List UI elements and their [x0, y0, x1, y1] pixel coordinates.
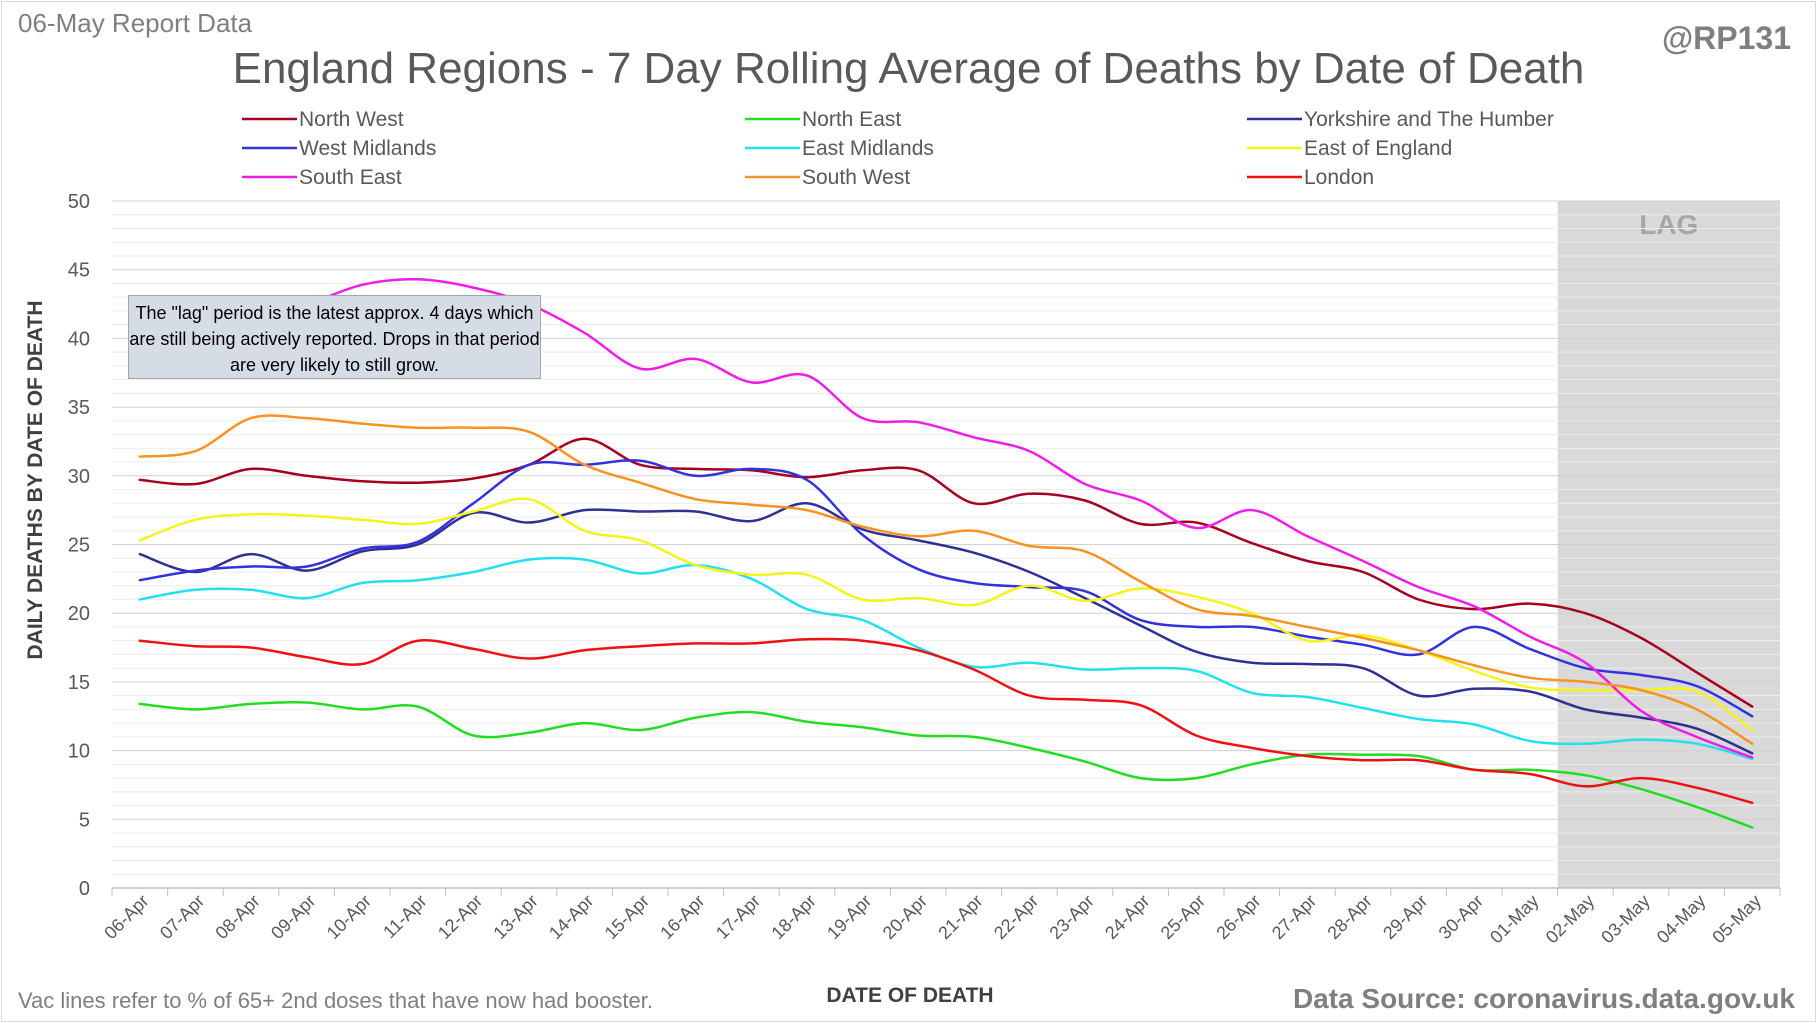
- legend-label-london: London: [1304, 166, 1374, 189]
- y-tick-label: 25: [68, 535, 90, 557]
- x-tick-label: 15-Apr: [601, 891, 653, 943]
- legend-label-south-east: South East: [299, 166, 402, 189]
- x-tick-label: 22-Apr: [990, 891, 1042, 943]
- y-tick-label: 15: [68, 672, 90, 694]
- author-handle: @RP131: [1661, 20, 1791, 56]
- x-tick-label: 17-Apr: [712, 891, 764, 943]
- y-axis-label: DAILY DEATHS BY DATE OF DEATH: [24, 301, 47, 660]
- data-source: Data Source: coronavirus.data.gov.uk: [1292, 983, 1795, 1014]
- y-tick-label: 35: [68, 397, 90, 419]
- report-label: 06-May Report Data: [18, 8, 253, 38]
- lag-annotation-box: The "lag" period is the latest approx. 4…: [128, 295, 541, 379]
- series-line-west-midlands: [138, 459, 1754, 718]
- x-tick-label: 20-Apr: [879, 891, 931, 943]
- y-tick-label: 50: [68, 191, 90, 213]
- series-line-yorkshire-and-the-humber: [138, 502, 1754, 755]
- x-tick-label: 06-Apr: [100, 891, 152, 943]
- chart-title: England Regions - 7 Day Rolling Average …: [232, 44, 1585, 93]
- x-tick-label: 16-Apr: [656, 891, 708, 943]
- y-tick-label: 45: [68, 260, 90, 282]
- x-tick-label: 03-May: [1597, 891, 1654, 948]
- x-tick-label: 18-Apr: [767, 891, 819, 943]
- x-axis-label: DATE OF DEATH: [826, 984, 993, 1007]
- legend-label-north-west: North West: [299, 108, 404, 131]
- legend-label-yorkshire-and-the-humber: Yorkshire and The Humber: [1304, 108, 1554, 131]
- series-line-london: [138, 637, 1754, 805]
- series-line-south-west: [138, 414, 1754, 745]
- x-tick-label: 12-Apr: [434, 891, 486, 943]
- x-tick-label: 01-May: [1486, 891, 1543, 948]
- x-tick-label: 25-Apr: [1157, 891, 1209, 943]
- vaccine-note: Vac lines refer to % of 65+ 2nd doses th…: [18, 988, 653, 1013]
- legend-label-east-midlands: East Midlands: [802, 137, 934, 160]
- series-line-north-west: [138, 437, 1754, 708]
- y-tick-label: 0: [79, 878, 90, 900]
- x-tick-label: 05-May: [1708, 891, 1765, 948]
- legend-label-south-west: South West: [802, 166, 910, 189]
- y-tick-label: 20: [68, 603, 90, 625]
- x-tick-label: 10-Apr: [323, 891, 375, 943]
- x-tick-label: 23-Apr: [1045, 891, 1097, 943]
- x-tick-label: 19-Apr: [823, 891, 875, 943]
- series-line-south-east: [138, 278, 1754, 759]
- x-tick-label: 04-May: [1653, 891, 1710, 948]
- x-tick-label: 27-Apr: [1268, 891, 1320, 943]
- x-tick-label: 11-Apr: [379, 891, 430, 942]
- y-tick-label: 10: [68, 741, 90, 763]
- x-tick-label: 26-Apr: [1212, 891, 1264, 943]
- legend-label-east-of-england: East of England: [1304, 137, 1452, 160]
- x-tick-label: 24-Apr: [1101, 891, 1153, 943]
- legend-label-north-east: North East: [802, 108, 901, 131]
- x-tick-label: 09-Apr: [267, 891, 319, 943]
- legend: North West North East Yorkshire and The Hu…: [242, 108, 1554, 189]
- lag-label: LAG: [1639, 209, 1698, 240]
- x-tick-label: 02-May: [1542, 891, 1599, 948]
- y-tick-label: 40: [68, 328, 90, 350]
- x-tick-label: 29-Apr: [1379, 891, 1431, 943]
- x-tick-label: 28-Apr: [1323, 891, 1375, 943]
- grid-layer: [112, 200, 1780, 875]
- series-line-east-of-england: [138, 497, 1754, 732]
- x-tick-label: 08-Apr: [211, 891, 263, 943]
- y-tick-label: 5: [79, 809, 90, 831]
- legend-label-west-midlands: West Midlands: [299, 137, 436, 160]
- x-tick-label: 07-Apr: [156, 891, 208, 943]
- x-tick-label: 13-Apr: [489, 891, 541, 943]
- y-tick-label: 30: [68, 466, 90, 488]
- x-tick-label: 14-Apr: [545, 891, 597, 943]
- series-layer: [138, 278, 1754, 829]
- x-tick-label: 21-Apr: [934, 891, 986, 943]
- x-tick-label: 30-Apr: [1435, 891, 1487, 943]
